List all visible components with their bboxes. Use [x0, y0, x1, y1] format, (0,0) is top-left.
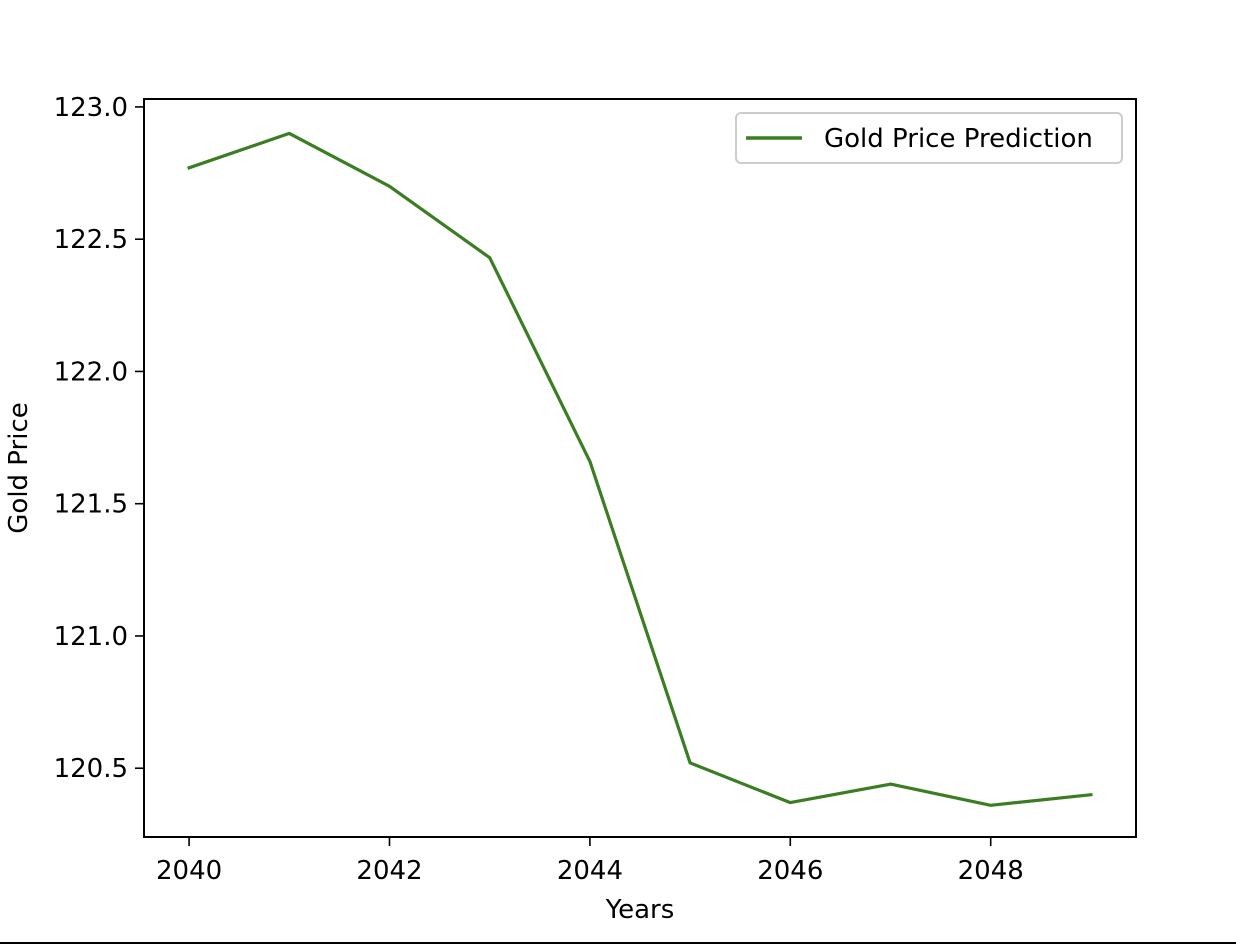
x-tick-label: 2040 [156, 856, 222, 886]
x-axis-ticks: 2040 2042 2044 2046 2048 [156, 837, 1024, 886]
x-tick-label: 2046 [757, 856, 823, 886]
series-line [187, 131, 1093, 807]
legend: Gold Price Prediction [735, 112, 1123, 164]
x-axis-label: Years [605, 895, 675, 925]
y-tick-label: 121.0 [54, 622, 128, 652]
x-tick-label: 2042 [356, 856, 422, 886]
y-tick-label: 121.5 [54, 490, 128, 520]
x-tick-label: 2048 [958, 856, 1024, 886]
plot-frame [143, 98, 1137, 838]
bottom-divider [0, 942, 1236, 944]
y-tick-label: 122.0 [54, 357, 128, 387]
x-tick-label: 2044 [557, 856, 623, 886]
y-axis-label: Gold Price [4, 402, 34, 533]
y-tick-label: 122.5 [54, 225, 128, 255]
y-tick-label: 120.5 [54, 754, 128, 784]
y-tick-label: 123.0 [54, 93, 128, 123]
y-axis-ticks: 120.5 121.0 121.5 122.0 122.5 123.0 [54, 93, 144, 784]
legend-label: Gold Price Prediction [824, 124, 1093, 154]
series-layer [187, 131, 1093, 807]
legend-box [735, 112, 1123, 164]
